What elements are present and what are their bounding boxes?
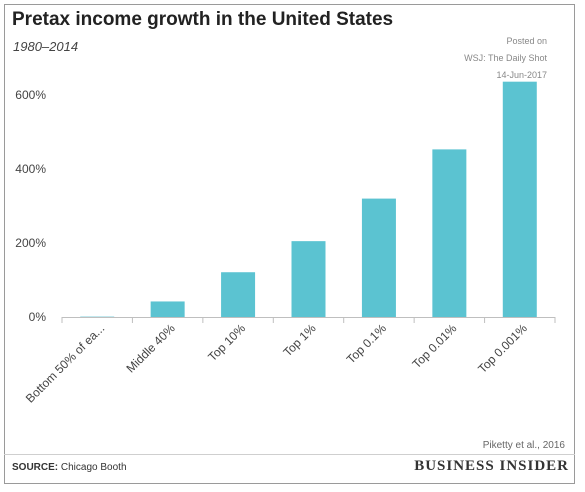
bar [150,301,185,317]
bar [291,241,326,317]
source-label: SOURCE: [12,462,59,473]
y-tick-label: 600% [15,88,46,102]
x-tick-label: Top 0.1% [344,321,390,367]
chart-title: Pretax income growth in the United State… [12,9,394,30]
brand-logo: BUSINESS INSIDER [414,458,569,474]
annotation-source: WSJ: The Daily Shot [464,53,547,63]
x-tick-label: Middle 40% [124,321,178,375]
bar [221,272,256,317]
y-tick-label: 0% [29,310,47,324]
footer-divider [4,454,575,455]
y-tick-label: 200% [15,236,46,250]
chart-frame [4,4,575,484]
x-tick-label: Top 0.01% [409,321,459,371]
chart-subtitle: 1980–2014 [13,39,79,54]
bar [432,149,467,317]
annotation-date: 14-Jun-2017 [496,70,547,80]
y-tick-label: 400% [15,162,46,176]
x-tick-label: Top 0.001% [475,321,530,376]
source-note: SOURCE: Chicago Booth [12,462,127,473]
x-tick-label: Top 1% [280,321,318,359]
bar [361,198,396,317]
annotation-posted-on: Posted on [506,36,547,46]
bar [502,81,537,318]
x-tick-label: Top 10% [205,321,248,364]
data-credit: Piketty et al., 2016 [482,440,565,451]
source-text: Chicago Booth [58,462,127,473]
x-tick-label: Bottom 50% of ea... [23,321,107,405]
